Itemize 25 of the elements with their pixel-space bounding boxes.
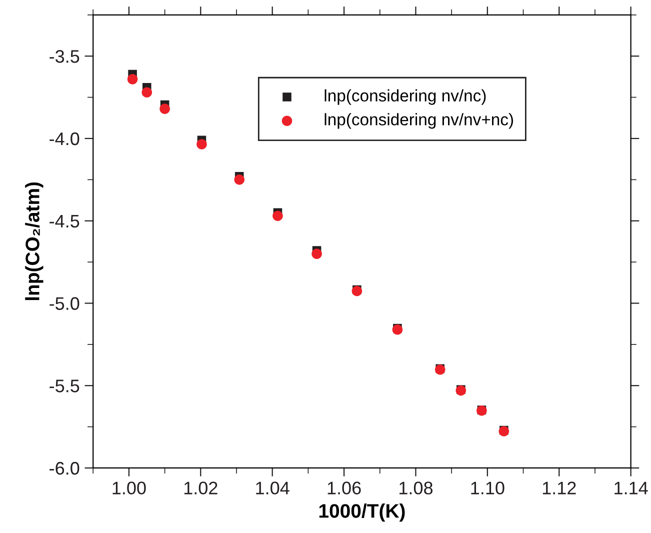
- x-tick-label: 1.06: [328, 482, 361, 494]
- y-tick-label: -3.5: [50, 50, 80, 63]
- point: [142, 87, 152, 98]
- y-tick-label: -5.5: [50, 380, 80, 392]
- legend-label: lnp(considering nv/nv+nc): [324, 113, 514, 129]
- x-tick-label: 1.14: [614, 482, 648, 494]
- y-tick-label: -5.0: [50, 297, 80, 310]
- y-tick-label: -4.5: [50, 214, 80, 228]
- point: [160, 104, 170, 114]
- x-tick-label: 1.08: [400, 482, 433, 494]
- x-tick-label: 1.10: [471, 482, 504, 494]
- point: [127, 74, 138, 84]
- point: [234, 174, 245, 185]
- x-axis-title: 1000/T(K): [319, 504, 405, 522]
- x-tick-label: 1.02: [184, 482, 218, 494]
- point: [312, 248, 322, 259]
- y-tick-label: -4.0: [50, 132, 80, 146]
- y-axis-title: lnp(CO₂/atm): [25, 182, 44, 300]
- x-tick-label: 1.12: [542, 482, 576, 494]
- x-tick-label: 1.04: [256, 482, 290, 494]
- point: [272, 210, 283, 222]
- point: [196, 139, 207, 150]
- y-tick-label: -6.0: [50, 462, 80, 475]
- x-tick-label: 1.00: [112, 482, 146, 494]
- legend-label: lnp(considering nv/nc): [324, 89, 486, 105]
